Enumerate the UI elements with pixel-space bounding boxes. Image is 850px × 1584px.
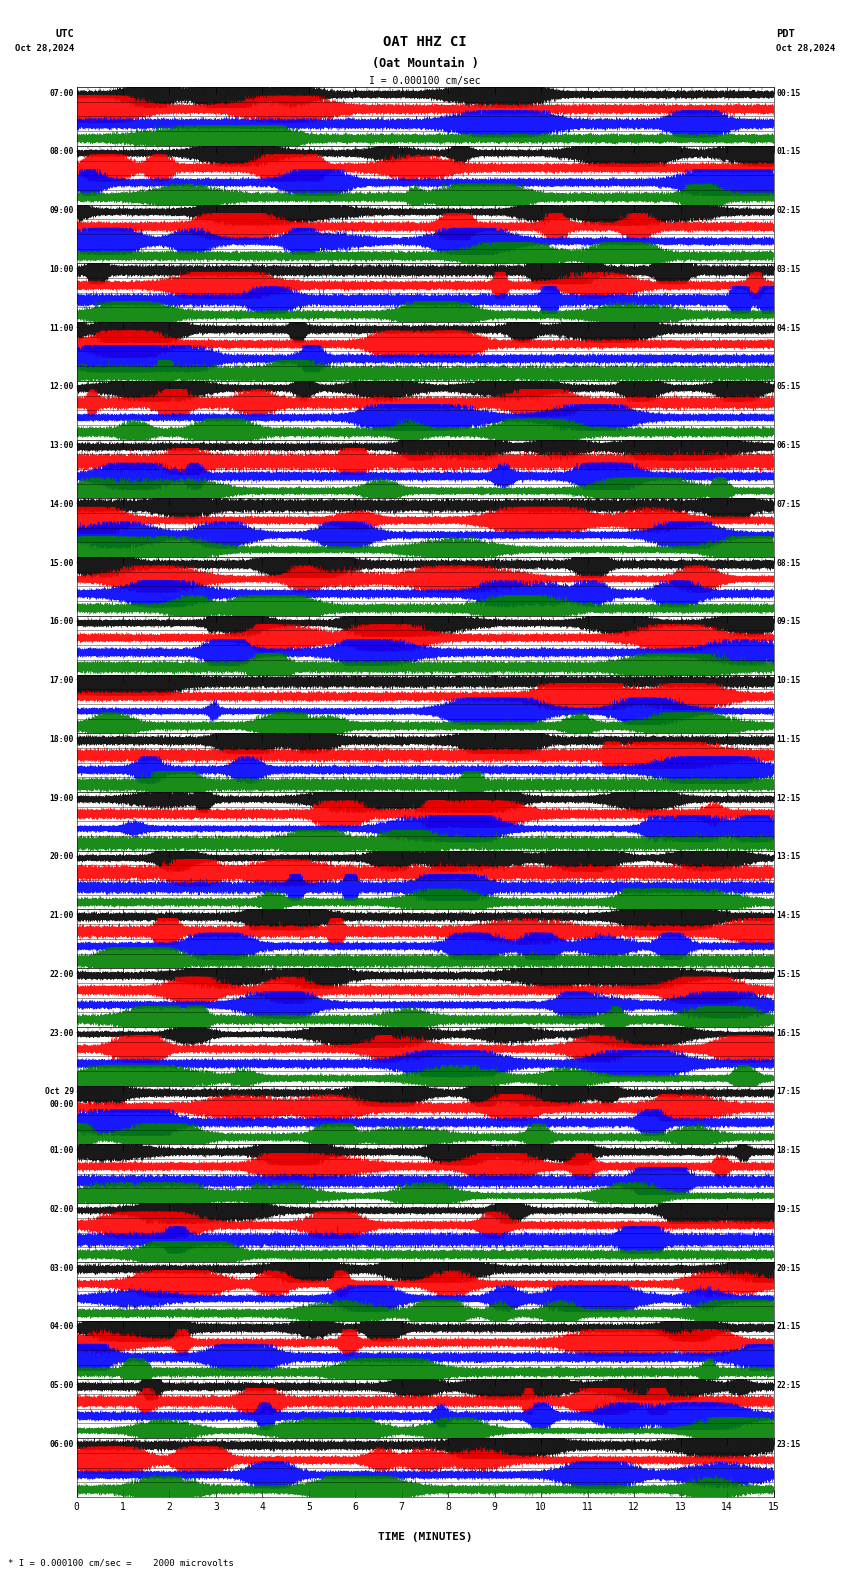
Text: 17:15: 17:15: [776, 1087, 801, 1096]
Text: 22:15: 22:15: [776, 1381, 801, 1391]
Text: UTC: UTC: [55, 29, 74, 38]
Text: PDT: PDT: [776, 29, 795, 38]
Text: 17:00: 17:00: [49, 676, 74, 686]
Text: 20:00: 20:00: [49, 852, 74, 862]
Text: (Oat Mountain ): (Oat Mountain ): [371, 57, 479, 70]
Text: 09:00: 09:00: [49, 206, 74, 215]
Text: 21:00: 21:00: [49, 911, 74, 920]
Text: 11:00: 11:00: [49, 323, 74, 333]
Text: 20:15: 20:15: [776, 1264, 801, 1272]
Text: 14:15: 14:15: [776, 911, 801, 920]
Text: 16:15: 16:15: [776, 1028, 801, 1038]
Text: TIME (MINUTES): TIME (MINUTES): [377, 1532, 473, 1541]
Text: 07:15: 07:15: [776, 501, 801, 508]
Text: 13:00: 13:00: [49, 442, 74, 450]
Text: I = 0.000100 cm/sec: I = 0.000100 cm/sec: [369, 76, 481, 86]
Text: 06:00: 06:00: [49, 1440, 74, 1449]
Text: 22:00: 22:00: [49, 969, 74, 979]
Text: 16:00: 16:00: [49, 618, 74, 626]
Text: * I = 0.000100 cm/sec =    2000 microvolts: * I = 0.000100 cm/sec = 2000 microvolts: [8, 1559, 235, 1568]
Text: 03:00: 03:00: [49, 1264, 74, 1272]
Text: 12:15: 12:15: [776, 794, 801, 803]
Text: 07:00: 07:00: [49, 89, 74, 98]
Text: 23:00: 23:00: [49, 1028, 74, 1038]
Text: Oct 29: Oct 29: [45, 1087, 74, 1096]
Text: 05:15: 05:15: [776, 382, 801, 391]
Text: 19:00: 19:00: [49, 794, 74, 803]
Text: 01:00: 01:00: [49, 1147, 74, 1155]
Text: 06:15: 06:15: [776, 442, 801, 450]
Text: OAT HHZ CI: OAT HHZ CI: [383, 35, 467, 49]
Text: 10:00: 10:00: [49, 265, 74, 274]
Text: 10:15: 10:15: [776, 676, 801, 686]
Text: 00:00: 00:00: [49, 1099, 74, 1109]
Text: 13:15: 13:15: [776, 852, 801, 862]
Text: 15:15: 15:15: [776, 969, 801, 979]
Text: Oct 28,2024: Oct 28,2024: [776, 44, 836, 54]
Text: 00:15: 00:15: [776, 89, 801, 98]
Text: 09:15: 09:15: [776, 618, 801, 626]
Text: 02:00: 02:00: [49, 1205, 74, 1213]
Text: 08:15: 08:15: [776, 559, 801, 567]
Text: 23:15: 23:15: [776, 1440, 801, 1449]
Text: 01:15: 01:15: [776, 147, 801, 157]
Text: 05:00: 05:00: [49, 1381, 74, 1391]
Text: 18:00: 18:00: [49, 735, 74, 744]
Text: 14:00: 14:00: [49, 501, 74, 508]
Text: 18:15: 18:15: [776, 1147, 801, 1155]
Text: 19:15: 19:15: [776, 1205, 801, 1213]
Text: 21:15: 21:15: [776, 1323, 801, 1331]
Text: 04:00: 04:00: [49, 1323, 74, 1331]
Text: 08:00: 08:00: [49, 147, 74, 157]
Text: 04:15: 04:15: [776, 323, 801, 333]
Text: 03:15: 03:15: [776, 265, 801, 274]
Text: 12:00: 12:00: [49, 382, 74, 391]
Text: 02:15: 02:15: [776, 206, 801, 215]
Text: Oct 28,2024: Oct 28,2024: [14, 44, 74, 54]
Text: 11:15: 11:15: [776, 735, 801, 744]
Text: 15:00: 15:00: [49, 559, 74, 567]
